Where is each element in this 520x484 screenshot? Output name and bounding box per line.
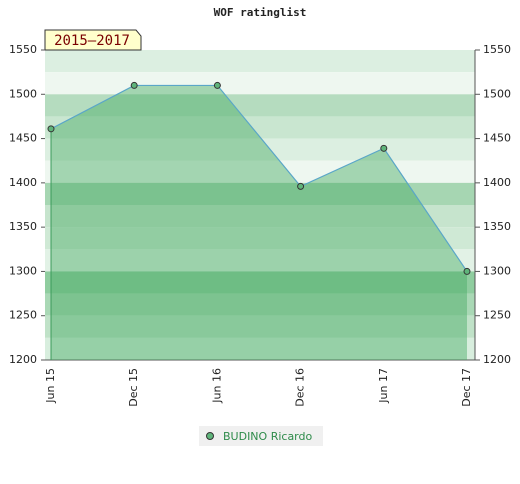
x-tick-label: Jun 15 — [44, 368, 57, 404]
y2-tick-label: 1250 — [483, 309, 511, 322]
legend-box — [199, 426, 323, 446]
x-tick-label: Jun 17 — [377, 368, 390, 404]
background-stripe — [45, 182, 475, 205]
marker — [213, 81, 221, 89]
y-tick-label: 1350 — [9, 220, 37, 233]
background-stripe — [45, 271, 475, 294]
x-tick-label: Jun 16 — [210, 368, 223, 404]
y2-tick-label: 1200 — [483, 353, 511, 366]
y-tick-label: 1550 — [9, 43, 37, 56]
legend-label: BUDINO Ricardo — [223, 430, 312, 443]
marker — [130, 81, 138, 89]
x-tick-label: Dec 15 — [127, 368, 140, 407]
y-tick-label: 1250 — [9, 309, 37, 322]
marker — [463, 267, 471, 275]
background-stripe — [45, 116, 475, 139]
plot-area — [45, 50, 475, 360]
marker — [297, 182, 305, 190]
x-tick-label: Dec 16 — [294, 368, 307, 407]
y-tick-label: 1450 — [9, 132, 37, 145]
background-stripe — [45, 50, 475, 73]
background-stripe — [45, 315, 475, 338]
y-tick-label: 1300 — [9, 264, 37, 277]
background-stripe — [45, 249, 475, 272]
background-stripe — [45, 72, 475, 95]
y2-tick-label: 1550 — [483, 43, 511, 56]
marker — [47, 125, 55, 133]
y-tick-label: 1500 — [9, 87, 37, 100]
y-tick-label: 1400 — [9, 176, 37, 189]
background-stripe — [45, 205, 475, 228]
background-stripe — [45, 94, 475, 117]
y2-tick-label: 1500 — [483, 87, 511, 100]
y2-tick-label: 1450 — [483, 132, 511, 145]
background-stripe — [45, 337, 475, 360]
y2-tick-label: 1350 — [483, 220, 511, 233]
background-stripe — [45, 293, 475, 316]
y2-tick-label: 1400 — [483, 176, 511, 189]
annotation: 2015–2017 — [54, 33, 130, 49]
line — [50, 84, 468, 272]
area — [51, 85, 467, 360]
y2-tick-label: 1300 — [483, 264, 511, 277]
legend-marker — [206, 432, 214, 440]
chart-title: WOF ratinglist — [214, 6, 307, 19]
y-tick-label: 1200 — [9, 353, 37, 366]
background-stripe — [45, 160, 475, 183]
background-stripe — [45, 227, 475, 250]
marker — [380, 144, 388, 152]
x-tick-label: Dec 17 — [460, 368, 473, 407]
